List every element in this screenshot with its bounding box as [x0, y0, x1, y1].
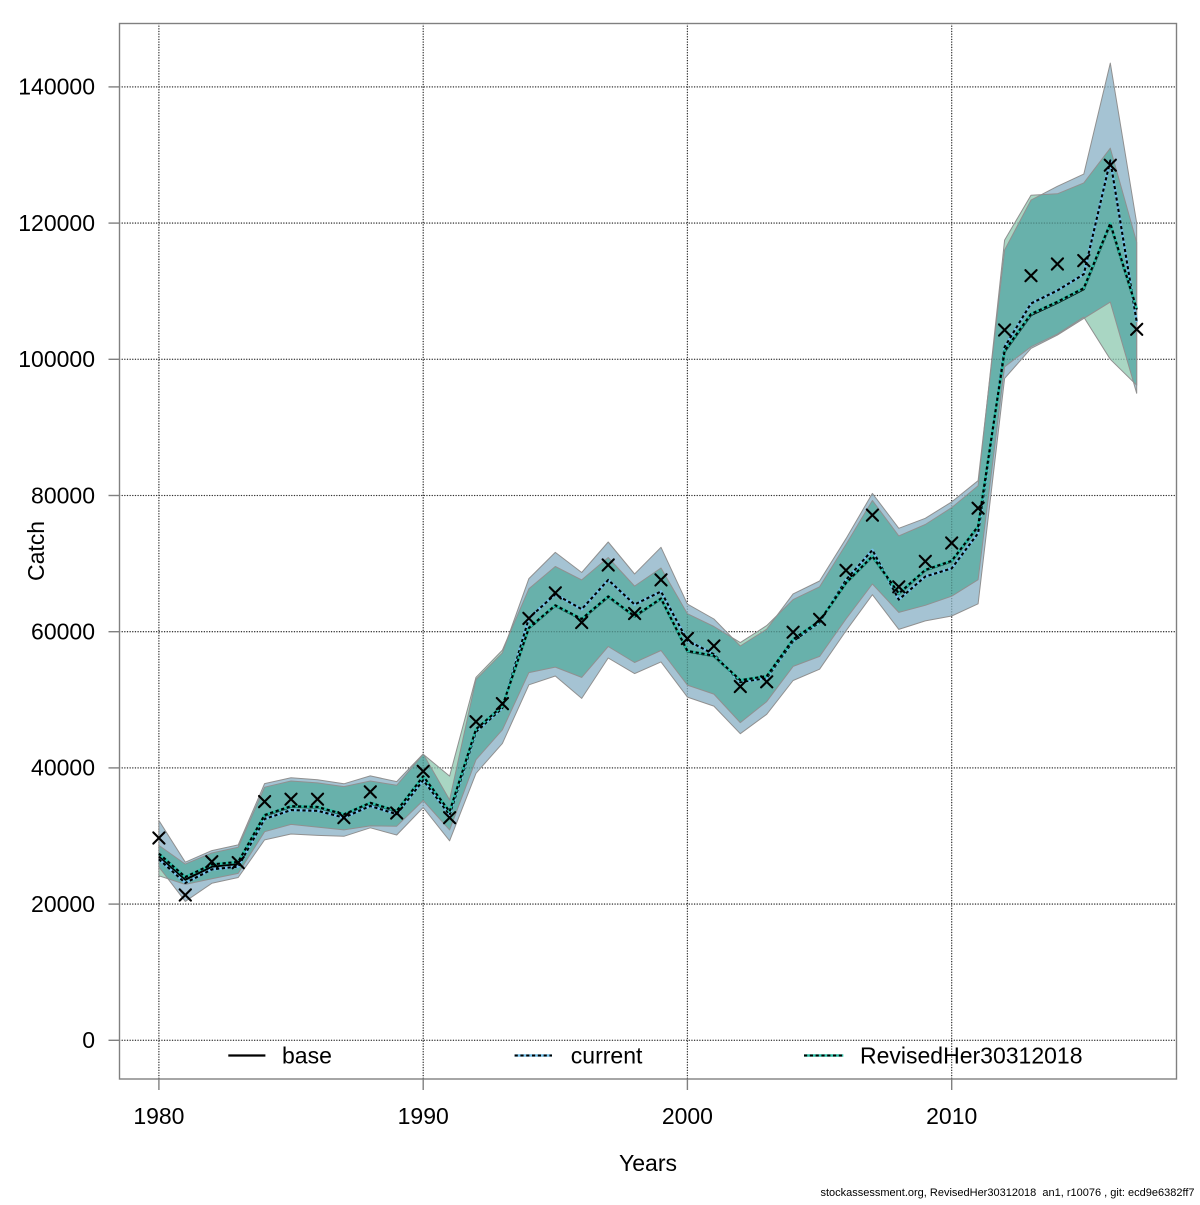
svg-text:40000: 40000 [31, 755, 95, 781]
svg-text:Catch: Catch [23, 521, 49, 581]
svg-text:100000: 100000 [18, 346, 95, 372]
svg-text:current: current [571, 1043, 643, 1069]
svg-text:0: 0 [82, 1027, 95, 1053]
svg-text:140000: 140000 [18, 74, 95, 100]
svg-text:2010: 2010 [926, 1103, 977, 1129]
svg-text:Years: Years [619, 1150, 677, 1176]
svg-text:60000: 60000 [31, 619, 95, 645]
svg-text:1980: 1980 [133, 1103, 184, 1129]
svg-text:80000: 80000 [31, 482, 95, 508]
svg-text:RevisedHer30312018: RevisedHer30312018 [860, 1043, 1083, 1069]
svg-text:2000: 2000 [662, 1103, 713, 1129]
svg-text:120000: 120000 [18, 210, 95, 236]
svg-text:20000: 20000 [31, 891, 95, 917]
svg-text:stockassessment.org, RevisedHe: stockassessment.org, RevisedHer30312018 … [820, 1187, 1194, 1199]
svg-text:1990: 1990 [398, 1103, 449, 1129]
svg-text:base: base [282, 1043, 332, 1069]
